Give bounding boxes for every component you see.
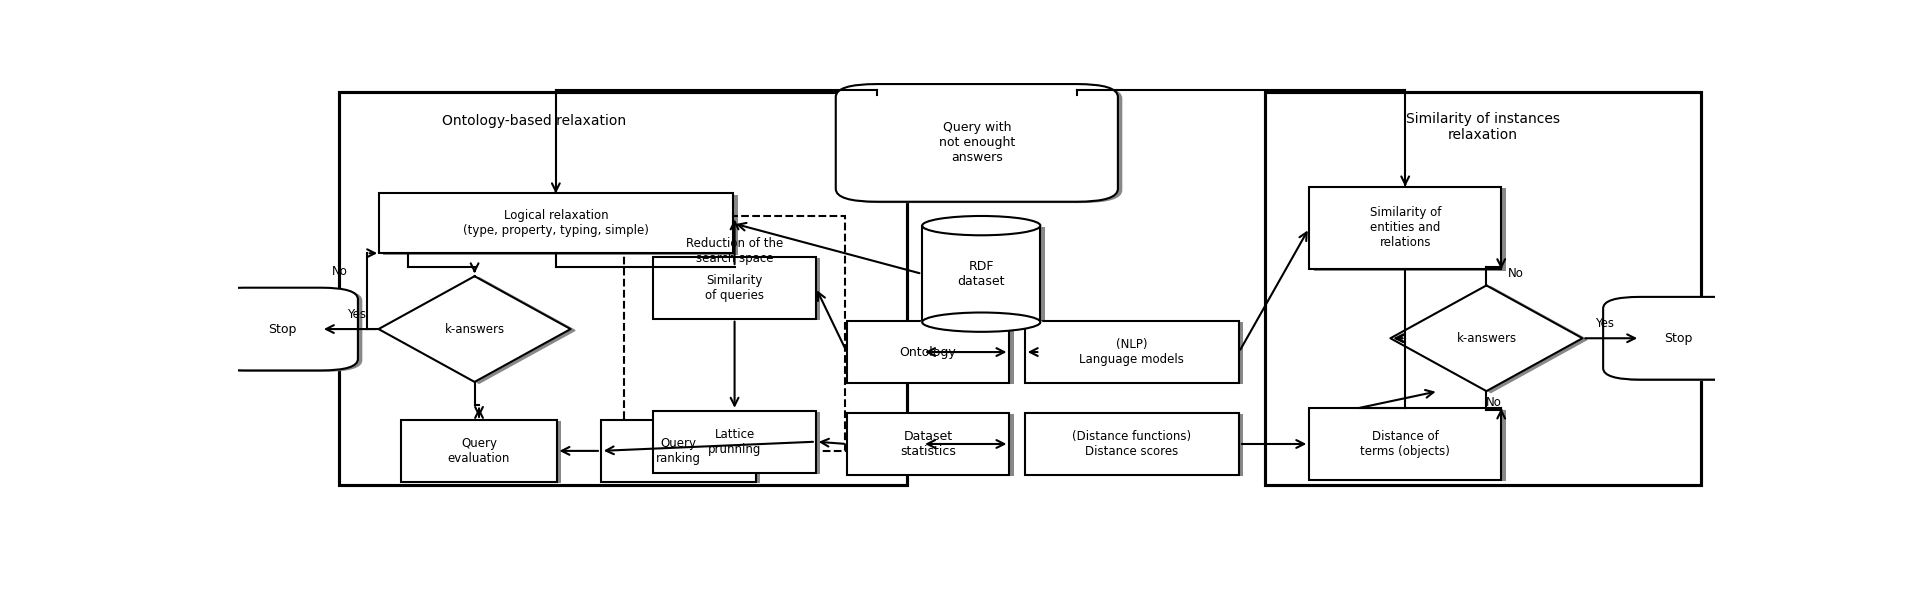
FancyBboxPatch shape (653, 411, 815, 473)
FancyBboxPatch shape (657, 412, 819, 474)
FancyBboxPatch shape (1309, 186, 1501, 269)
Text: (NLP)
Language models: (NLP) Language models (1078, 338, 1183, 366)
FancyBboxPatch shape (1313, 410, 1505, 481)
Text: No: No (1486, 396, 1501, 409)
Ellipse shape (922, 312, 1040, 332)
FancyBboxPatch shape (606, 421, 760, 484)
FancyBboxPatch shape (840, 85, 1122, 203)
Text: Yes: Yes (347, 308, 366, 321)
Text: Yes: Yes (1594, 317, 1614, 330)
FancyBboxPatch shape (406, 421, 560, 484)
FancyBboxPatch shape (846, 321, 1010, 383)
Text: k-answers: k-answers (1455, 332, 1516, 344)
FancyBboxPatch shape (383, 195, 737, 254)
Text: Distance of
terms (objects): Distance of terms (objects) (1360, 430, 1450, 458)
Text: Query with
not enought
answers: Query with not enought answers (937, 121, 1015, 164)
FancyBboxPatch shape (379, 193, 733, 253)
Text: Dataset
statistics: Dataset statistics (899, 430, 956, 458)
FancyBboxPatch shape (846, 413, 1010, 475)
FancyBboxPatch shape (852, 414, 1013, 476)
Bar (339, 93, 907, 485)
Text: No: No (1507, 267, 1524, 281)
Text: Logical relaxation
(type, property, typing, simple): Logical relaxation (type, property, typi… (463, 210, 648, 238)
Text: Ontology: Ontology (899, 346, 956, 359)
FancyBboxPatch shape (852, 322, 1013, 384)
Text: RDF
dataset: RDF dataset (956, 260, 1004, 288)
FancyBboxPatch shape (211, 289, 362, 372)
FancyBboxPatch shape (657, 258, 819, 320)
Text: Stop: Stop (269, 322, 297, 336)
Bar (922, 226, 1040, 322)
Text: Similarity
of queries: Similarity of queries (705, 273, 764, 301)
FancyBboxPatch shape (402, 420, 556, 482)
FancyBboxPatch shape (1029, 322, 1242, 384)
FancyBboxPatch shape (208, 288, 358, 370)
FancyBboxPatch shape (1606, 298, 1756, 381)
FancyBboxPatch shape (653, 257, 815, 319)
Ellipse shape (922, 216, 1040, 235)
Text: k-answers: k-answers (444, 322, 505, 336)
Polygon shape (1394, 287, 1587, 392)
Text: Ontology-based relaxation: Ontology-based relaxation (442, 114, 627, 128)
Bar (623, 217, 846, 451)
Bar (1265, 93, 1699, 485)
FancyBboxPatch shape (600, 420, 756, 482)
Text: Lattice
prunning: Lattice prunning (707, 427, 760, 456)
Polygon shape (1389, 285, 1581, 391)
Bar (926, 227, 1044, 324)
Text: Query
ranking: Query ranking (655, 437, 701, 465)
Text: (Distance functions)
Distance scores: (Distance functions) Distance scores (1073, 430, 1191, 458)
Text: Reduction of the
search space: Reduction of the search space (686, 237, 783, 265)
FancyBboxPatch shape (1029, 414, 1242, 476)
Text: Query
evaluation: Query evaluation (448, 437, 511, 465)
Text: Stop: Stop (1663, 332, 1692, 344)
FancyBboxPatch shape (1313, 188, 1505, 270)
FancyBboxPatch shape (834, 84, 1118, 202)
Text: No: No (331, 265, 349, 278)
FancyBboxPatch shape (1309, 408, 1501, 479)
FancyBboxPatch shape (1602, 297, 1753, 380)
Polygon shape (379, 276, 570, 382)
FancyBboxPatch shape (1025, 413, 1238, 475)
FancyBboxPatch shape (1025, 321, 1238, 383)
Polygon shape (383, 278, 575, 383)
Text: Similarity of
entities and
relations: Similarity of entities and relations (1370, 207, 1440, 250)
Text: Similarity of instances
relaxation: Similarity of instances relaxation (1406, 112, 1558, 142)
